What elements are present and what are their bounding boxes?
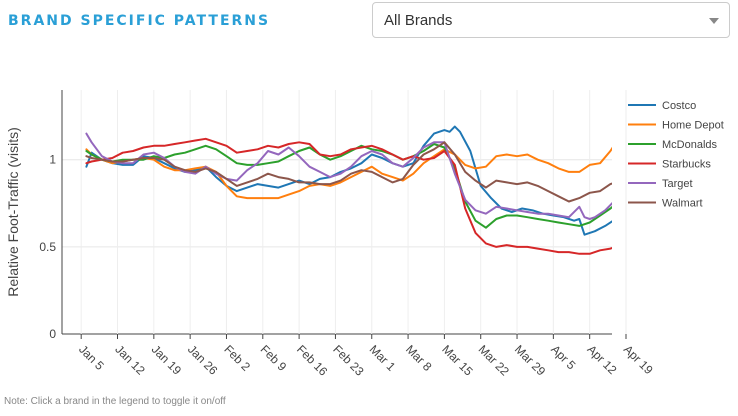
x-tick-label: Mar 22 — [476, 342, 513, 379]
x-tick-label: Jan 19 — [149, 342, 185, 378]
legend-note: Note: Click a brand in the legend to tog… — [4, 396, 226, 407]
legend-item-costco[interactable]: Costco — [628, 100, 696, 112]
x-tick-label: Apr 12 — [585, 342, 620, 377]
y-tick-label: 1 — [49, 153, 56, 167]
x-tick-label: Jan 5 — [76, 342, 107, 373]
x-tick-label: Mar 1 — [367, 342, 399, 374]
legend-label: Costco — [662, 100, 696, 112]
legend-item-starbucks[interactable]: Starbucks — [628, 159, 711, 171]
legend-item-mcdonalds[interactable]: McDonalds — [628, 139, 718, 151]
section-title: BRAND SPECIFIC PATTERNS — [8, 13, 271, 29]
y-tick-label: 0 — [49, 327, 56, 341]
x-tick-label: Feb 23 — [330, 342, 367, 379]
x-tick-label: Feb 9 — [258, 342, 290, 374]
x-tick-label: Jan 26 — [185, 342, 221, 378]
legend-label: McDonalds — [662, 139, 718, 151]
y-tick-label: 0.5 — [39, 240, 56, 254]
y-axis-title: Relative Foot-Traffic (visits) — [5, 127, 21, 297]
brand-select[interactable]: All Brands — [372, 2, 730, 38]
x-tick-label: Apr 19 — [621, 342, 656, 377]
x-tick-label: Feb 2 — [221, 342, 253, 374]
legend-item-walmart[interactable]: Walmart — [628, 198, 703, 210]
legend-item-target[interactable]: Target — [628, 178, 693, 190]
series-line-mcdonalds — [85, 143, 612, 229]
x-tick-label: Feb 16 — [294, 342, 331, 379]
legend-item-home-depot[interactable]: Home Depot — [628, 120, 724, 132]
series-line-costco — [85, 125, 612, 236]
brand-select-value: All Brands — [384, 12, 453, 29]
legend-label: Starbucks — [662, 159, 711, 171]
x-tick-label: Mar 8 — [403, 342, 435, 374]
x-tick-label: Jan 12 — [112, 342, 148, 378]
series-line-walmart — [85, 141, 612, 203]
legend-label: Target — [662, 178, 693, 190]
x-tick-label: Mar 29 — [512, 342, 549, 379]
legend-label: Home Depot — [662, 120, 724, 132]
chevron-down-icon[interactable] — [709, 18, 719, 24]
x-tick-label: Mar 15 — [439, 342, 476, 379]
series-line-home-depot — [85, 146, 612, 200]
legend-label: Walmart — [662, 198, 703, 210]
series-group — [85, 125, 612, 255]
series-line-starbucks — [85, 137, 612, 255]
x-tick-label: Apr 5 — [548, 342, 578, 372]
